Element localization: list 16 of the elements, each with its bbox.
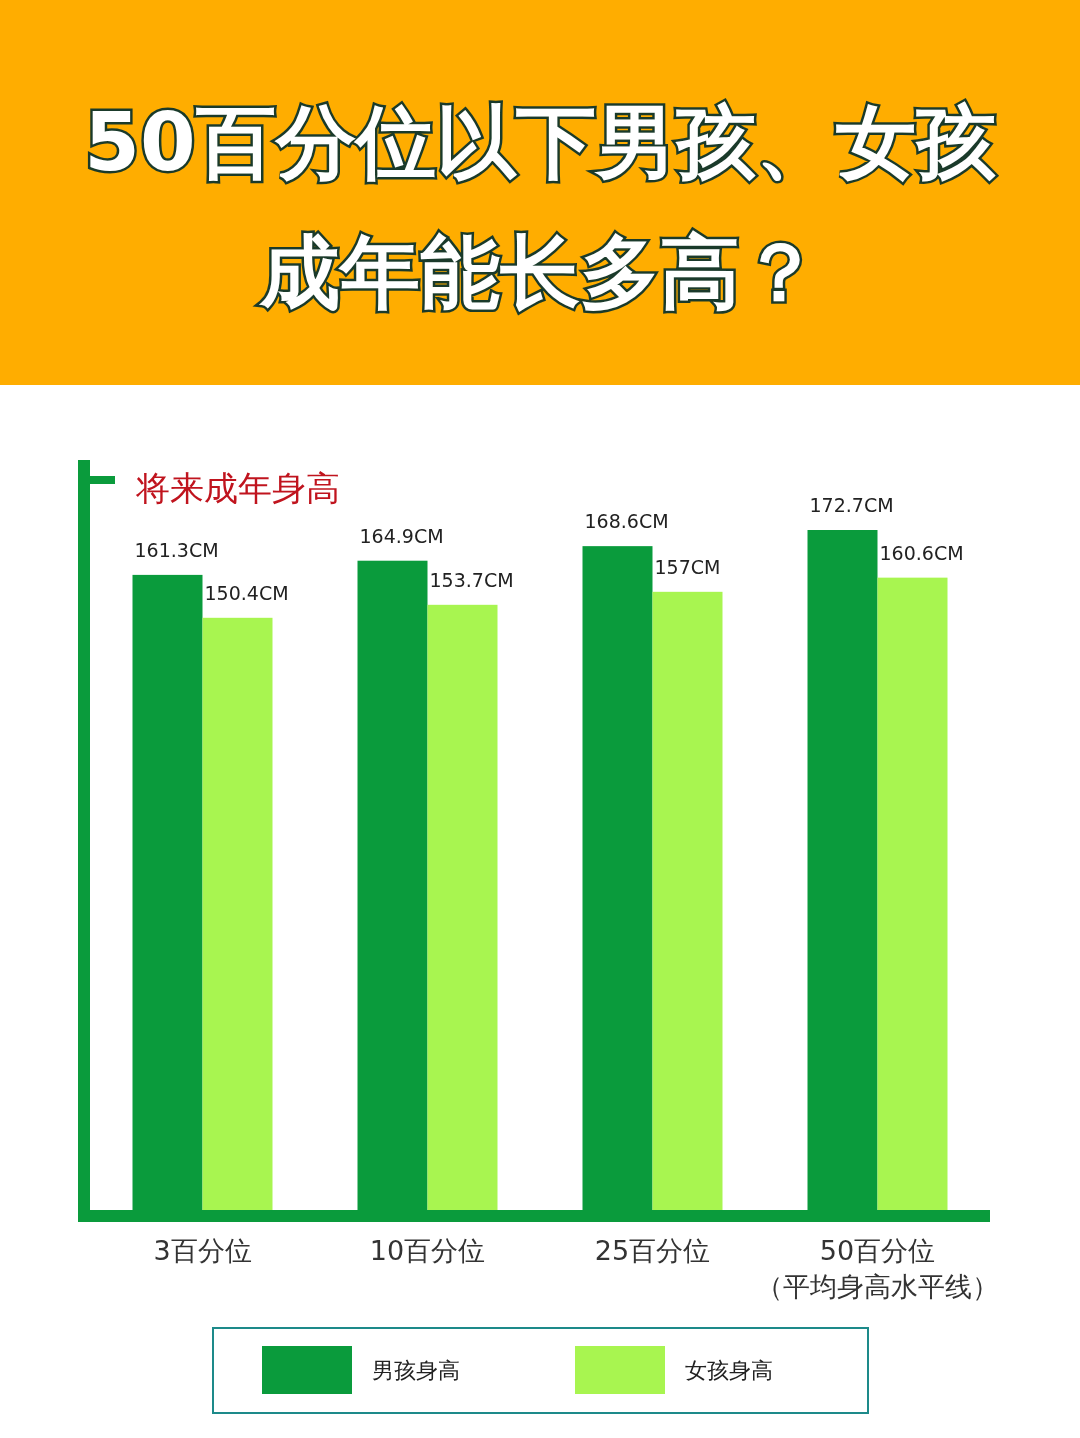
data-label: 150.4CM [204, 581, 289, 604]
legend-label: 男孩身高 [372, 1358, 460, 1383]
data-label: 157CM [654, 555, 721, 578]
data-label: 164.9CM [359, 524, 444, 547]
chart-title: 50百分位以下男孩、女孩成年能长多高？ [84, 96, 996, 319]
data-label: 160.6CM [879, 541, 964, 564]
y-axis-title: 将来成年身高 [135, 468, 340, 508]
data-label: 153.7CM [429, 568, 514, 591]
x-tick-label: 50百分位（平均身高水平线） [756, 1235, 999, 1302]
x-tick-label: 25百分位 [594, 1235, 711, 1266]
legend-label: 女孩身高 [685, 1358, 773, 1383]
data-label: 172.7CM [809, 494, 894, 516]
data-label: 161.3CM [134, 538, 219, 561]
x-tick-label: 3百分位 [153, 1235, 252, 1266]
data-label: 168.6CM [584, 510, 669, 533]
x-tick-label: 10百分位 [369, 1235, 486, 1266]
